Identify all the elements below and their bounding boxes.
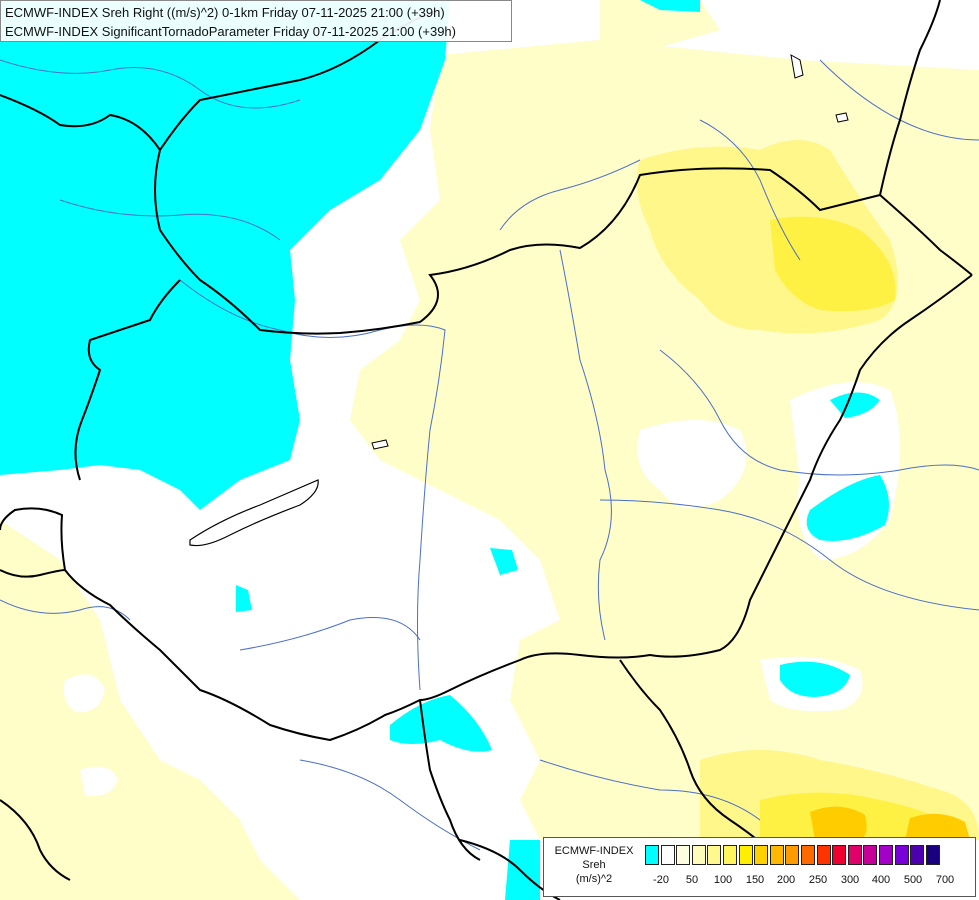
legend-tick-label: 400 (871, 874, 891, 886)
legend-swatch (738, 845, 753, 865)
legend-swatch (707, 845, 722, 865)
legend-swatch (691, 845, 706, 865)
legend-swatch (910, 845, 925, 865)
legend-tick-label: 700 (935, 874, 955, 886)
map-title: ECMWF-INDEX Sreh Right ((m/s)^2) 0-1km F… (0, 0, 512, 42)
legend-tick-label: 500 (903, 874, 923, 886)
title-line-stp: ECMWF-INDEX SignificantTornadoParameter … (5, 24, 456, 39)
sreh-orange-fill (810, 806, 970, 840)
legend-swatch (676, 845, 691, 865)
legend-swatch (660, 845, 675, 865)
rivers (0, 59, 979, 851)
legend-tick-label: 100 (713, 874, 733, 886)
legend-title-unit: (m/s)^2 (575, 873, 613, 885)
legend-tick-label: 150 (745, 874, 765, 886)
legend-ticks: -20 50 100 150 200 250 300 400 500 700 (645, 874, 975, 890)
legend-swatch (863, 845, 878, 865)
legend-swatch (722, 845, 737, 865)
sreh-cyan-fill (0, 0, 889, 900)
legend-tick-label: -20 (653, 874, 669, 886)
legend-tick-label: 250 (808, 874, 828, 886)
color-legend: ECMWF-INDEX Sreh (m/s)^2 -20 50 100 150 200 2… (543, 837, 976, 897)
legend-swatch (645, 845, 659, 865)
legend-swatch (925, 845, 940, 865)
lake-balaton-outline (189, 479, 319, 547)
legend-swatch (754, 845, 769, 865)
legend-tick-label: 50 (685, 874, 699, 886)
legend-swatch (785, 845, 800, 865)
small-lakes (371, 54, 849, 450)
legend-tick-label: 300 (840, 874, 860, 886)
legend-swatch (769, 845, 784, 865)
title-line-sreh: ECMWF-INDEX Sreh Right ((m/s)^2) 0-1km F… (5, 5, 445, 20)
sreh-white-patches (63, 382, 900, 796)
legend-swatch (878, 845, 893, 865)
legend-tick-label: 200 (776, 874, 796, 886)
legend-swatch (816, 845, 831, 865)
legend-swatch (800, 845, 815, 865)
legend-title: ECMWF-INDEX Sreh (m/s)^2 (546, 844, 642, 886)
legend-title-model: ECMWF-INDEX (554, 845, 634, 857)
legend-title-param: Sreh (582, 859, 606, 871)
legend-swatch (894, 845, 909, 865)
legend-swatch (847, 845, 862, 865)
legend-swatches (645, 845, 941, 867)
legend-swatch (832, 845, 847, 865)
